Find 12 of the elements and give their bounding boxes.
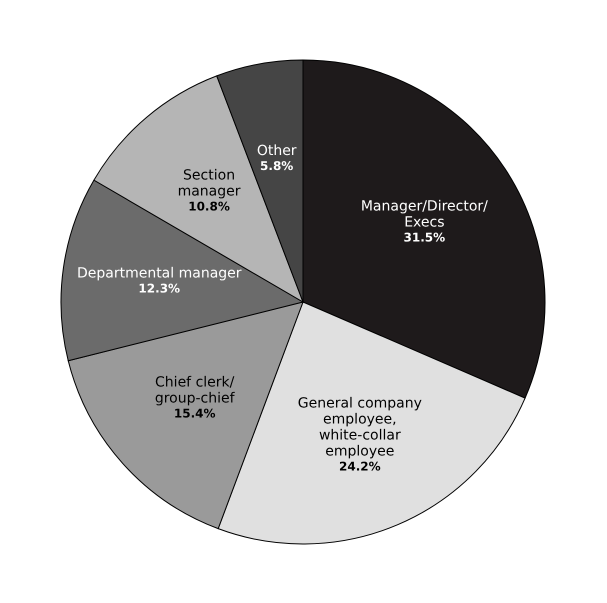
data-label: 15.4%: [174, 406, 216, 421]
data-label: 24.2%: [339, 460, 381, 474]
data-label: 10.8%: [188, 199, 230, 214]
data-label: 5.8%: [260, 159, 294, 174]
slice-label: Departmental manager: [76, 266, 242, 282]
slice-label: Manager/Director/ Execs: [360, 198, 488, 230]
slice-label: Section manager: [178, 167, 241, 200]
data-label: 12.3%: [138, 282, 180, 296]
slice-label: Chief clerk/ group-chief: [154, 374, 236, 407]
slice-label: General company employee, white-collar employee: [298, 396, 422, 460]
slice-label: Other: [256, 143, 297, 160]
data-label: 31.5%: [404, 230, 446, 244]
